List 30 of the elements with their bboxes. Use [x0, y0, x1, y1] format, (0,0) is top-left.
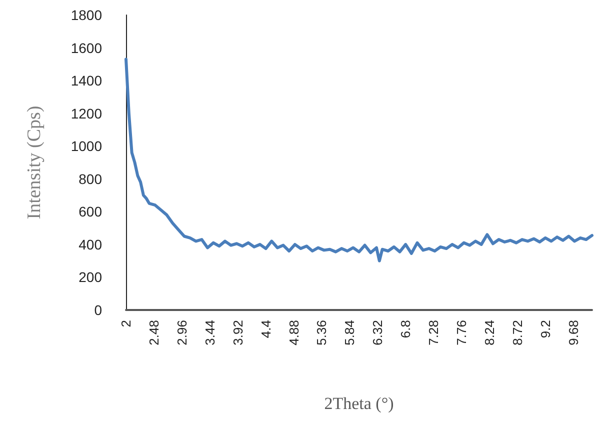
x-tick-label: 6.8 [398, 320, 414, 338]
y-tick-label: 1400 [70, 72, 102, 89]
y-tick-label: 0 [94, 302, 102, 318]
y-tick-label: 1000 [70, 138, 102, 154]
x-tick-label: 9.2 [538, 320, 553, 338]
x-tick-label: 6.32 [370, 320, 386, 346]
x-axis-title: 2Theta (°) [324, 394, 394, 413]
y-tick-label: 1800 [70, 7, 102, 23]
x-tick-label: 8.24 [482, 320, 497, 346]
x-tick-label: 2.96 [174, 320, 190, 346]
y-tick-label: 600 [78, 204, 102, 220]
x-tick-label: 4.4 [258, 320, 274, 338]
y-tick-label: 200 [78, 269, 102, 286]
x-tick-label: 9.68 [566, 320, 581, 346]
y-tick-label: 1200 [70, 105, 102, 122]
x-tick-label: 5.84 [342, 320, 358, 346]
x-tick-label: 3.92 [230, 320, 246, 346]
x-tick-label: 5.36 [314, 320, 330, 346]
x-tick-label: 2.48 [146, 320, 162, 346]
line-series [124, 58, 594, 262]
x-tick-label: 2 [118, 320, 134, 328]
x-tick-label: 7.76 [454, 320, 470, 346]
x-tick-label: 4.88 [286, 320, 302, 346]
y-tick-label: 400 [78, 236, 102, 252]
y-axis-title: Intensity (Cps) [24, 106, 45, 220]
x-tick-label: 3.44 [202, 320, 218, 346]
x-tick-label: 7.28 [426, 320, 442, 346]
y-tick-label: 1600 [70, 40, 102, 56]
y-tick-label: 800 [78, 170, 102, 187]
x-tick-label: 8.72 [510, 320, 525, 346]
